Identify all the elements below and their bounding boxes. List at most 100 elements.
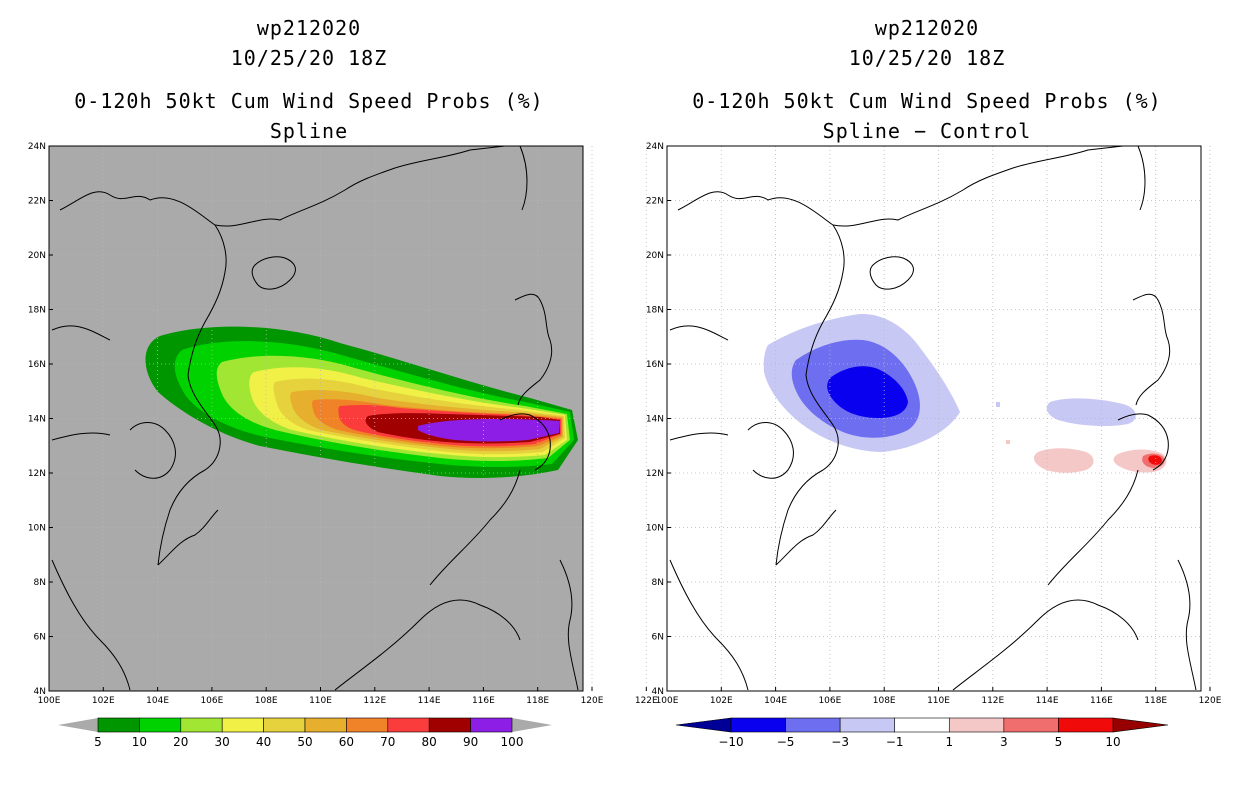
colorbar-label: 80 (422, 735, 437, 749)
colorbar-swatch (304, 717, 347, 733)
right-subtitle: Spline − Control (822, 119, 1032, 143)
left-datetime: 10/25/20 18Z (230, 46, 388, 70)
colorbar-label: 5 (94, 735, 102, 749)
colorbar-swatch (730, 717, 786, 733)
colorbar-swatch (1058, 717, 1114, 733)
lat-tick-label: 16N (28, 360, 46, 370)
colorbar-label: 30 (215, 735, 230, 749)
left-colorbar: 5 10 20 30 40 50 60 70 80 90 100 (58, 717, 552, 749)
lat-tick-label: 4N (652, 687, 664, 697)
lat-tick-label: 22N (28, 197, 46, 207)
lon-tick-label: 116E (1090, 696, 1113, 706)
lat-tick-label: 24N (646, 142, 664, 152)
lat-tick-label: 14N (646, 415, 664, 425)
lon-tick-label: 108E (873, 696, 896, 706)
diff-neg-5 (827, 366, 908, 418)
lon-tick-label: 118E (526, 696, 549, 706)
lon-tick-label: 108E (255, 696, 278, 706)
colorbar-high-triangle (512, 718, 552, 732)
lon-tick-label: 110E (927, 696, 950, 706)
lon-tick-label: 100E (656, 696, 679, 706)
colorbar-label: 60 (339, 735, 354, 749)
diff-neg-1-b (1046, 398, 1136, 427)
lon-tick-label: 120E (1199, 696, 1222, 706)
colorbar-swatch (221, 717, 264, 733)
lon-tick-label: 114E (1036, 696, 1059, 706)
lat-tick-label: 6N (34, 633, 46, 643)
lat-tick-label: 4N (34, 687, 46, 697)
colorbar-swatch (428, 717, 471, 733)
colorbar-swatch (346, 717, 389, 733)
colorbar-low-triangle (58, 718, 98, 732)
lon-tick-label: 104E (764, 696, 787, 706)
colorbar-label: −5 (777, 735, 795, 749)
colorbar-swatch (470, 717, 513, 733)
diff-pos-1 (1033, 448, 1094, 473)
lon-tick-label: 112E (981, 696, 1004, 706)
colorbar-label: 90 (463, 735, 478, 749)
lat-tick-label: 10N (28, 524, 46, 534)
colorbar-label: −10 (718, 735, 743, 749)
right-coastlines (669, 145, 1197, 691)
lat-tick-label: 18N (28, 306, 46, 316)
right-map-grid (667, 146, 1211, 691)
colorbar-label: −3 (831, 735, 849, 749)
lon-tick-label: 102E (92, 696, 115, 706)
lat-tick-label: 6N (652, 633, 664, 643)
colorbar-label: 1 (945, 735, 953, 749)
lon-tick-label: 118E (1144, 696, 1167, 706)
colorbar-label: 5 (1055, 735, 1063, 749)
left-map-grid (49, 146, 647, 691)
lat-tick-label: 14N (28, 415, 46, 425)
colorbar-label: 3 (1000, 735, 1008, 749)
diff-neg-dot (996, 402, 1000, 407)
colorbar-swatch (263, 717, 306, 733)
prob-contour-90 (418, 419, 560, 442)
lat-tick-label: 22N (646, 197, 664, 207)
lat-tick-label: 20N (646, 251, 664, 261)
left-subtitle: Spline (269, 119, 349, 143)
colorbar-low-triangle (675, 717, 732, 733)
lon-tick-label: 100E (38, 696, 61, 706)
colorbar-label: 10 (132, 735, 147, 749)
colorbar-swatch (839, 717, 896, 733)
lon-tick-label: 112E (363, 696, 386, 706)
lat-tick-label: 10N (646, 524, 664, 534)
colorbar-swatch (97, 717, 140, 733)
right-product-title: 0-120h 50kt Cum Wind Speed Probs (%) (692, 89, 1162, 113)
colorbar-label: 10 (1105, 735, 1120, 749)
lon-tick-label: 122E (635, 696, 658, 706)
colorbar-label: 50 (297, 735, 312, 749)
left-coastlines (51, 145, 579, 691)
lat-tick-label: 8N (34, 578, 46, 588)
colorbar-label: 70 (380, 735, 395, 749)
lat-tick-label: 16N (646, 360, 664, 370)
diff-pos-5 (1148, 455, 1162, 465)
colorbar-swatch (785, 717, 841, 733)
colorbar-swatch (387, 717, 430, 733)
right-map-panel: wp212020 10/25/20 18Z 0-120h 50kt Cum Wi… (618, 0, 1236, 800)
lat-tick-label: 20N (28, 251, 46, 261)
lat-tick-label: 12N (28, 469, 46, 479)
lon-tick-label: 106E (200, 696, 223, 706)
colorbar-label: −1 (886, 735, 904, 749)
colorbar-swatch (894, 717, 950, 733)
colorbar-swatch (948, 717, 1005, 733)
lon-tick-label: 114E (418, 696, 441, 706)
lon-tick-label: 102E (710, 696, 733, 706)
left-storm-id: wp212020 (256, 16, 362, 40)
lon-tick-label: 116E (472, 696, 495, 706)
lon-tick-label: 104E (146, 696, 169, 706)
colorbar-swatch (139, 717, 182, 733)
colorbar-label: 20 (173, 735, 188, 749)
left-map-panel: wp212020 10/25/20 18Z 0-120h 50kt Cum Wi… (28, 16, 658, 749)
colorbar-label: 100 (501, 735, 524, 749)
lat-tick-label: 18N (646, 306, 664, 316)
lon-tick-label: 120E (581, 696, 604, 706)
right-datetime: 10/25/20 18Z (848, 46, 1006, 70)
lat-tick-label: 24N (28, 142, 46, 152)
